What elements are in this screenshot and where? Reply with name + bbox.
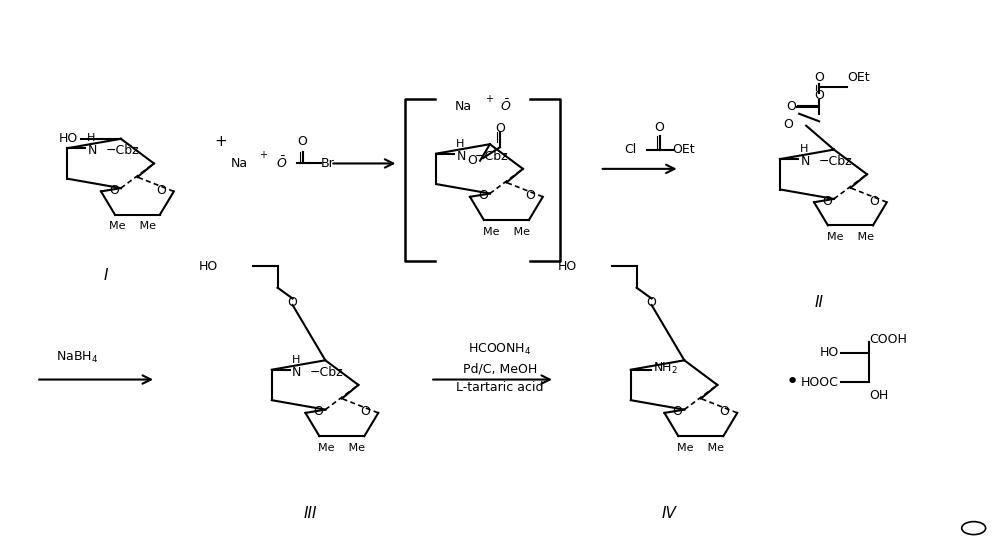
Text: +: +: [485, 93, 493, 104]
Text: OH: OH: [869, 389, 888, 402]
Text: Pd/C, MeOH: Pd/C, MeOH: [463, 362, 537, 375]
Text: $\bar{O}$: $\bar{O}$: [500, 99, 511, 115]
Text: OEt: OEt: [847, 71, 870, 84]
Text: Me    Me: Me Me: [109, 222, 156, 231]
Text: L-tartaric acid: L-tartaric acid: [456, 381, 544, 394]
Text: O: O: [360, 405, 370, 418]
Text: O: O: [298, 135, 307, 148]
Text: COOH: COOH: [869, 332, 907, 345]
Text: HOOC: HOOC: [801, 376, 839, 389]
Text: HO: HO: [59, 132, 78, 146]
Text: Na: Na: [231, 157, 248, 170]
Text: $\bar{O}$: $\bar{O}$: [276, 156, 287, 171]
Text: O: O: [525, 190, 535, 202]
Text: O: O: [786, 100, 796, 113]
Text: O: O: [647, 296, 656, 310]
Text: Me    Me: Me Me: [318, 443, 365, 453]
Text: O: O: [783, 118, 793, 131]
Text: II: II: [815, 295, 824, 311]
Text: HCOONH$_4$: HCOONH$_4$: [468, 342, 532, 357]
Text: Br: Br: [320, 157, 334, 170]
Text: Me    Me: Me Me: [827, 232, 874, 242]
Text: O: O: [109, 184, 119, 197]
Text: −Cbz: −Cbz: [474, 150, 508, 163]
Text: III: III: [304, 506, 317, 521]
Text: Cl: Cl: [625, 143, 637, 156]
Text: O: O: [672, 405, 682, 418]
Text: •: •: [786, 372, 799, 392]
Text: O: O: [822, 194, 832, 207]
Text: N: N: [87, 144, 97, 157]
Text: −Cbz: −Cbz: [105, 144, 139, 157]
Text: O: O: [478, 190, 488, 202]
Text: H: H: [292, 355, 300, 365]
Text: N: N: [292, 366, 301, 379]
Text: O: O: [814, 90, 824, 103]
Text: Me    Me: Me Me: [677, 443, 724, 453]
Text: −Cbz: −Cbz: [818, 155, 852, 168]
Text: HO: HO: [820, 346, 839, 359]
Text: HO: HO: [558, 260, 577, 273]
Text: Me    Me: Me Me: [483, 226, 530, 237]
Text: O: O: [814, 71, 824, 84]
Text: IV: IV: [662, 506, 677, 521]
Text: O: O: [869, 194, 879, 207]
Text: N: N: [800, 155, 810, 168]
Text: O: O: [467, 154, 477, 167]
Text: HO: HO: [199, 260, 218, 273]
Text: NH$_2$: NH$_2$: [653, 361, 678, 376]
Text: I: I: [104, 268, 108, 283]
Text: N: N: [456, 150, 466, 163]
Text: Na: Na: [455, 100, 472, 113]
Text: NaBH$_4$: NaBH$_4$: [56, 350, 98, 365]
Text: H: H: [456, 139, 465, 149]
Text: OEt: OEt: [673, 143, 695, 156]
Text: +: +: [259, 150, 267, 160]
Text: +: +: [214, 134, 227, 149]
Text: H: H: [800, 144, 809, 154]
Text: O: O: [313, 405, 323, 418]
Text: O: O: [288, 296, 297, 310]
Text: O: O: [156, 184, 166, 197]
Text: H: H: [87, 134, 96, 143]
Text: O: O: [655, 121, 664, 134]
Text: O: O: [719, 405, 729, 418]
Text: −Cbz: −Cbz: [310, 366, 343, 379]
Text: O: O: [495, 122, 505, 135]
